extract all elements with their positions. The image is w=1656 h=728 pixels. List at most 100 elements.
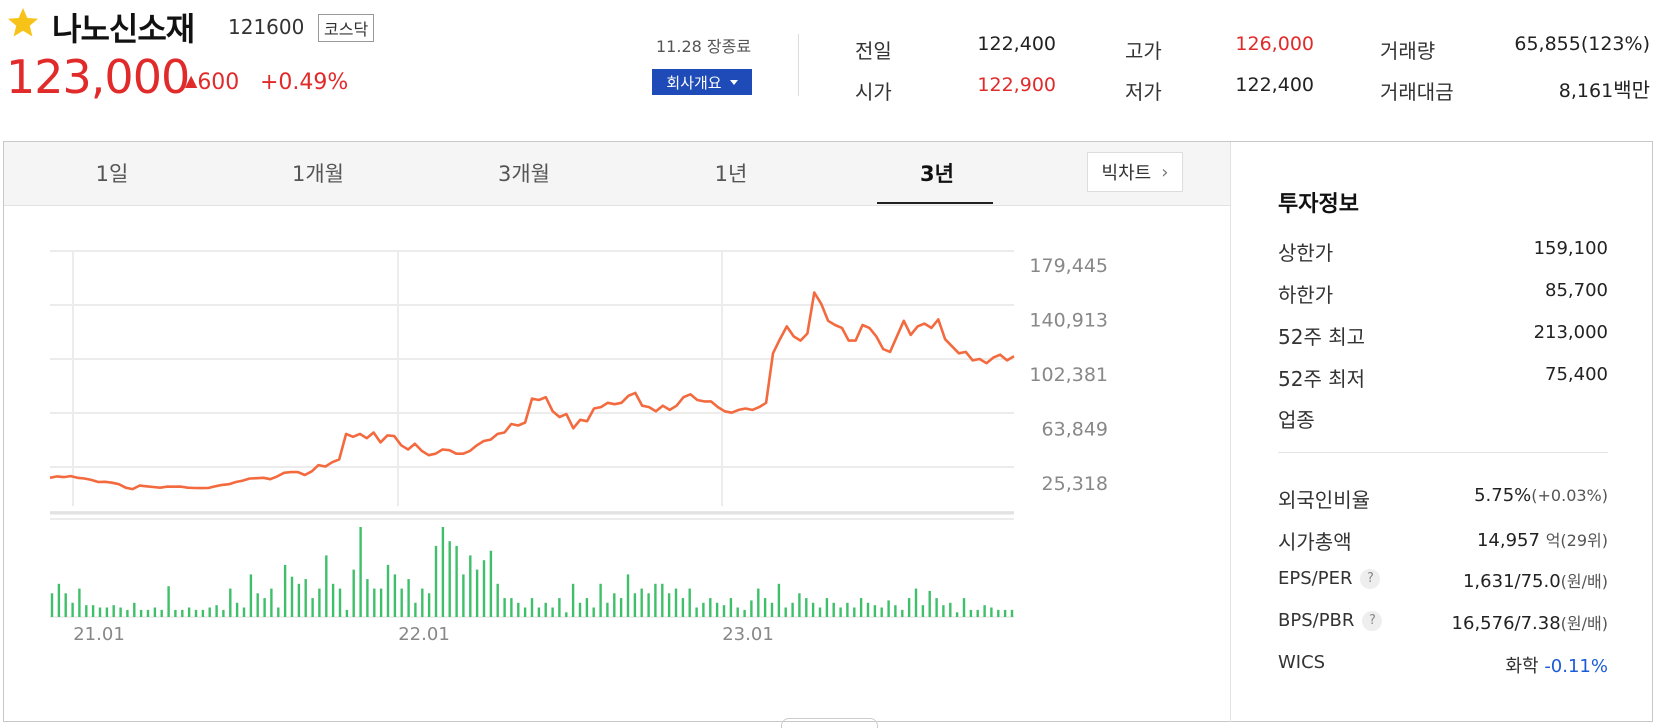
eps-per-text: EPS/PER [1278, 568, 1353, 589]
upper-limit-value: 159,100 [1533, 238, 1608, 259]
volume-bar [400, 588, 403, 617]
tab-1day[interactable]: 1일 [95, 162, 129, 186]
period-tabs: 1일 1개월 3개월 1년 3년 [4, 142, 1230, 206]
stock-code: 121600 [228, 15, 305, 39]
price-line [49, 291, 1015, 491]
volume-bar [57, 583, 61, 617]
scroll-handle[interactable] [781, 718, 878, 728]
tab-3month[interactable]: 3개월 [497, 162, 550, 186]
big-chart-button[interactable]: 빅차트 › [1087, 152, 1183, 192]
bps-pbr-unit: (원/배) [1560, 614, 1608, 633]
volume-bar [482, 560, 486, 617]
volume-bar [181, 609, 184, 617]
open-value: 122,900 [977, 74, 1056, 96]
prev-close-value: 122,400 [977, 33, 1056, 55]
trade-date: 11.28 장종료 [656, 37, 752, 56]
volume-bar [626, 574, 630, 617]
header-divider [798, 34, 799, 96]
volume-bar [935, 598, 938, 617]
volume-bar [997, 609, 1000, 617]
volume-bar [640, 588, 643, 617]
volume-bar [222, 609, 225, 617]
y-tick-label: 63,849 [1042, 419, 1108, 441]
volume-bar [229, 588, 232, 617]
x-tick-label: 22.01 [398, 624, 450, 645]
bps-pbr-number: 16,576/7.38 [1451, 613, 1561, 634]
volume-bar [832, 602, 835, 617]
volume-bar [565, 612, 568, 617]
bps-pbr-value: 16,576/7.38(원/배) [1420, 610, 1608, 634]
volume-bar [112, 605, 115, 617]
volume-bar [791, 602, 794, 617]
volume-value: 65,855(123%) [1514, 33, 1650, 55]
volume-bar [366, 579, 369, 617]
volume-bar [709, 598, 712, 617]
market-cap-rank: (29위) [1560, 531, 1608, 550]
volume-bar [441, 527, 445, 617]
volume-bar [71, 602, 74, 617]
volume-bar [887, 600, 890, 617]
y-tick-label: 25,318 [1042, 473, 1108, 495]
volume-bar [297, 583, 301, 617]
volume-bar [592, 607, 595, 617]
volume-bar [352, 569, 355, 617]
volume-bar [873, 605, 877, 617]
volume-bar [523, 607, 527, 617]
volume-bar [448, 541, 451, 617]
volume-bar [414, 602, 417, 617]
volume-bar [146, 609, 150, 617]
volume-bar [208, 607, 211, 617]
volume-bar [489, 550, 493, 617]
foreign-ratio-number: 5.75% [1474, 485, 1532, 506]
tab-1month[interactable]: 1개월 [291, 162, 344, 186]
volume-bar [496, 583, 499, 617]
volume-bar [825, 598, 829, 617]
caret-down-icon [729, 79, 738, 85]
x-axis-ticks: 21.01 22.01 23.01 [73, 624, 774, 645]
foreign-ratio-value: 5.75%(+0.03%) [1420, 485, 1608, 506]
volume-bar [599, 583, 602, 617]
high52-label: 52주 최고 [1278, 325, 1366, 349]
volume-bar [928, 590, 931, 617]
help-icon[interactable]: ? [1362, 611, 1383, 631]
volume-bar [619, 598, 623, 617]
volume-bar [91, 605, 95, 617]
volume-bar [661, 583, 664, 617]
low-value: 122,400 [1235, 74, 1314, 96]
volume-bar [393, 574, 397, 617]
volume-bar [722, 605, 726, 617]
tab-1year[interactable]: 1년 [714, 162, 748, 186]
current-price: 123,000 [6, 50, 190, 104]
eps-per-value: 1,631/75.0(원/배) [1420, 568, 1608, 592]
volume-bar [757, 588, 760, 617]
volume-bar [942, 605, 945, 617]
favorite-star-icon[interactable] [6, 6, 40, 40]
volume-bar [373, 588, 376, 617]
volume-bar [613, 593, 616, 617]
volume-bar [379, 588, 383, 617]
volume-bar [283, 564, 287, 617]
volume-bar [318, 588, 321, 617]
invest-divider [1278, 452, 1608, 453]
volume-bar [338, 588, 342, 617]
volume-bar [434, 545, 438, 617]
price-change: ▲600 [185, 70, 239, 95]
volume-bar [1010, 609, 1014, 617]
help-icon[interactable]: ? [1360, 569, 1381, 589]
volume-bar [907, 598, 911, 617]
high-value: 126,000 [1235, 33, 1314, 55]
wics-sector[interactable]: 화학 [1505, 656, 1539, 677]
foreign-ratio-label: 외국인비율 [1278, 488, 1370, 512]
volume-bar [702, 602, 705, 617]
volume-bar [407, 579, 410, 617]
market-cap-number: 14,957 [1476, 530, 1540, 551]
volume-bar [866, 602, 870, 617]
volume-bar [681, 598, 685, 617]
volume-bar [654, 583, 657, 617]
up-triangle-icon: ▲ [185, 71, 198, 90]
volume-bar [777, 583, 781, 617]
low-label: 저가 [1125, 80, 1162, 104]
tab-3year[interactable]: 3년 [920, 162, 954, 186]
volume-bar [427, 593, 431, 617]
company-overview-button[interactable]: 회사개요 [652, 69, 752, 95]
